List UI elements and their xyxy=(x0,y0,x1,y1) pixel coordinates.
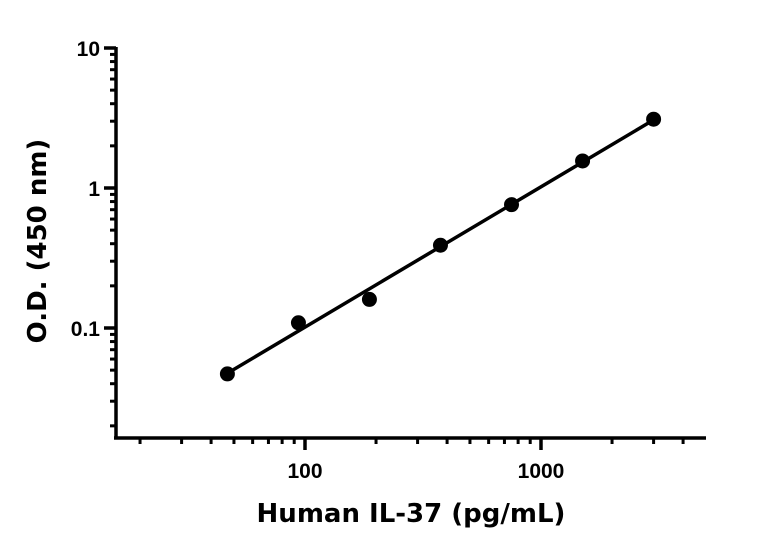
y-tick-label: 10 xyxy=(77,38,100,61)
data-point xyxy=(290,315,306,331)
x-tick-label: 100 xyxy=(287,460,322,483)
x-minor-ticks xyxy=(138,438,685,444)
data-point xyxy=(504,197,520,213)
data-points xyxy=(219,111,662,382)
y-major-ticks: 10 1 0.1 xyxy=(71,38,116,341)
y-minor-ticks xyxy=(110,52,116,428)
x-major-ticks: 100 1000 xyxy=(287,438,564,483)
data-point xyxy=(575,153,591,169)
data-point xyxy=(361,291,377,307)
x-tick-label: 1000 xyxy=(518,460,565,483)
data-point xyxy=(432,237,448,253)
y-tick-label: 0.1 xyxy=(71,318,101,341)
y-axis: 10 1 0.1 xyxy=(71,38,118,438)
data-point xyxy=(219,366,235,382)
x-axis-title: Human IL-37 (pg/mL) xyxy=(257,499,566,529)
x-axis: 100 1000 xyxy=(114,436,706,483)
data-point xyxy=(646,111,662,127)
y-tick-label: 1 xyxy=(88,178,100,201)
y-axis-title: O.D. (450 nm) xyxy=(23,139,53,344)
